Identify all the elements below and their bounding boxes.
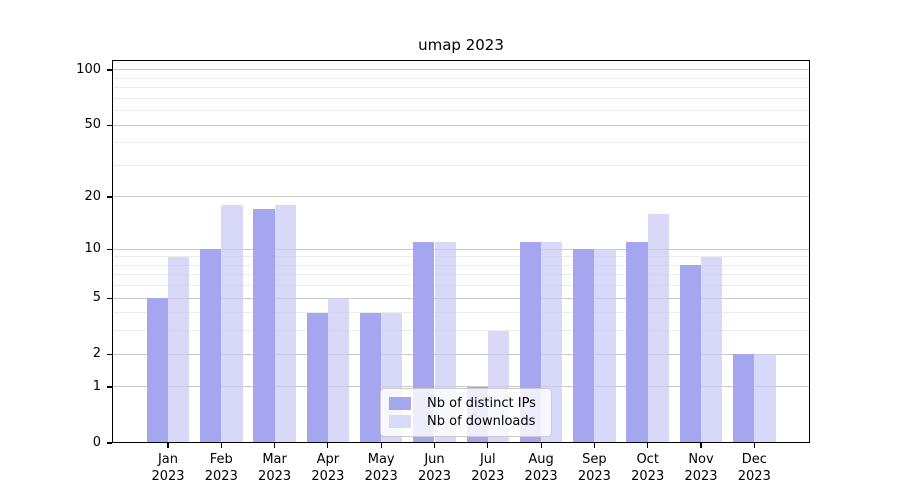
bar-downloads-sep: [594, 249, 616, 442]
major-gridline: [113, 297, 809, 299]
bar-downloads-dec: [754, 354, 776, 442]
y-tick-mark: [107, 69, 112, 71]
y-tick-mark: [107, 353, 112, 355]
x-tick-mark: [700, 443, 702, 448]
legend-swatch-downloads: [389, 415, 411, 429]
bar-distinct-ips-mar: [253, 209, 275, 442]
bar-distinct-ips-feb: [200, 249, 222, 442]
y-tick-label: 0: [92, 435, 101, 450]
bar-distinct-ips-may: [359, 312, 382, 442]
x-tick-mark: [220, 443, 222, 448]
x-tick-mark: [380, 443, 382, 448]
x-tick-mark: [647, 443, 649, 448]
minor-gridline: [113, 87, 809, 89]
minor-gridline: [113, 285, 809, 287]
y-tick-label: 5: [92, 290, 101, 306]
y-tick-mark: [107, 196, 112, 198]
y-tick-label: 50: [84, 117, 101, 133]
x-tick-label: May 2023: [364, 452, 398, 484]
minor-gridline: [113, 97, 809, 99]
y-tick-label: 20: [84, 188, 101, 204]
bar-downloads-nov: [701, 256, 723, 442]
y-tick-label: 1: [92, 378, 101, 394]
x-tick-label: Apr 2023: [311, 452, 345, 484]
x-tick-mark: [274, 443, 276, 448]
x-tick-label: Aug 2023: [524, 452, 558, 484]
bar-distinct-ips-jan: [146, 298, 168, 442]
y-tick-mark: [107, 297, 112, 299]
y-tick-label: 100: [76, 61, 101, 77]
bar-downloads-apr: [327, 298, 350, 442]
minor-gridline: [113, 77, 809, 79]
bar-distinct-ips-dec: [733, 354, 755, 442]
x-tick-mark: [327, 443, 329, 448]
bar-distinct-ips-apr: [306, 312, 328, 442]
minor-gridline: [113, 264, 809, 266]
bar-downloads-feb: [221, 205, 243, 442]
minor-gridline: [113, 142, 809, 144]
y-tick-label: 2: [92, 346, 101, 362]
legend-swatch-distinct-ips: [389, 396, 411, 410]
bar-distinct-ips-sep: [573, 249, 595, 442]
bar-downloads-mar: [274, 205, 296, 442]
legend-label-distinct-ips: Nb of distinct IPs: [427, 395, 536, 411]
x-tick-label: Oct 2023: [631, 452, 665, 484]
y-tick-mark: [107, 124, 112, 126]
minor-gridline: [113, 274, 809, 276]
major-gridline: [113, 386, 809, 388]
x-tick-label: Mar 2023: [258, 452, 292, 484]
x-tick-label: Jan 2023: [151, 452, 185, 484]
plot-area: [112, 60, 810, 443]
x-tick-mark: [593, 443, 595, 448]
bar-downloads-jan: [168, 256, 190, 442]
minor-gridline: [113, 312, 809, 314]
major-gridline: [113, 124, 809, 126]
bar-distinct-ips-nov: [679, 265, 701, 442]
chart-title: umap 2023: [418, 36, 504, 54]
minor-gridline: [113, 164, 809, 166]
x-tick-mark: [433, 443, 436, 448]
minor-gridline: [113, 256, 809, 258]
legend-label-downloads: Nb of downloads: [427, 414, 536, 430]
x-tick-label: Dec 2023: [737, 452, 771, 484]
x-tick-mark: [167, 443, 169, 448]
y-tick-mark: [107, 248, 112, 250]
x-tick-label: Sep 2023: [577, 452, 611, 484]
x-tick-label: Jun 2023: [417, 452, 452, 484]
minor-gridline: [113, 330, 809, 332]
bar-distinct-ips-oct: [626, 242, 648, 442]
legend-item-downloads: Nb of downloads: [389, 413, 543, 432]
x-tick-label: Jul 2023: [471, 452, 505, 484]
y-tick-mark: [107, 442, 112, 444]
x-tick-mark: [753, 443, 755, 448]
x-tick-label: Feb 2023: [204, 452, 238, 484]
legend-item-distinct-ips: Nb of distinct IPs: [389, 394, 543, 413]
bar-downloads-oct: [647, 214, 669, 442]
minor-gridline: [113, 110, 809, 112]
major-gridline: [113, 353, 809, 355]
major-gridline: [113, 248, 809, 250]
x-tick-mark: [540, 443, 542, 448]
x-tick-mark: [487, 443, 489, 448]
y-tick-mark: [107, 386, 112, 388]
y-tick-label: 10: [84, 241, 101, 257]
major-gridline: [113, 196, 809, 198]
major-gridline: [113, 69, 809, 71]
legend: Nb of distinct IPs Nb of downloads: [380, 388, 552, 437]
x-tick-label: Nov 2023: [684, 452, 718, 484]
